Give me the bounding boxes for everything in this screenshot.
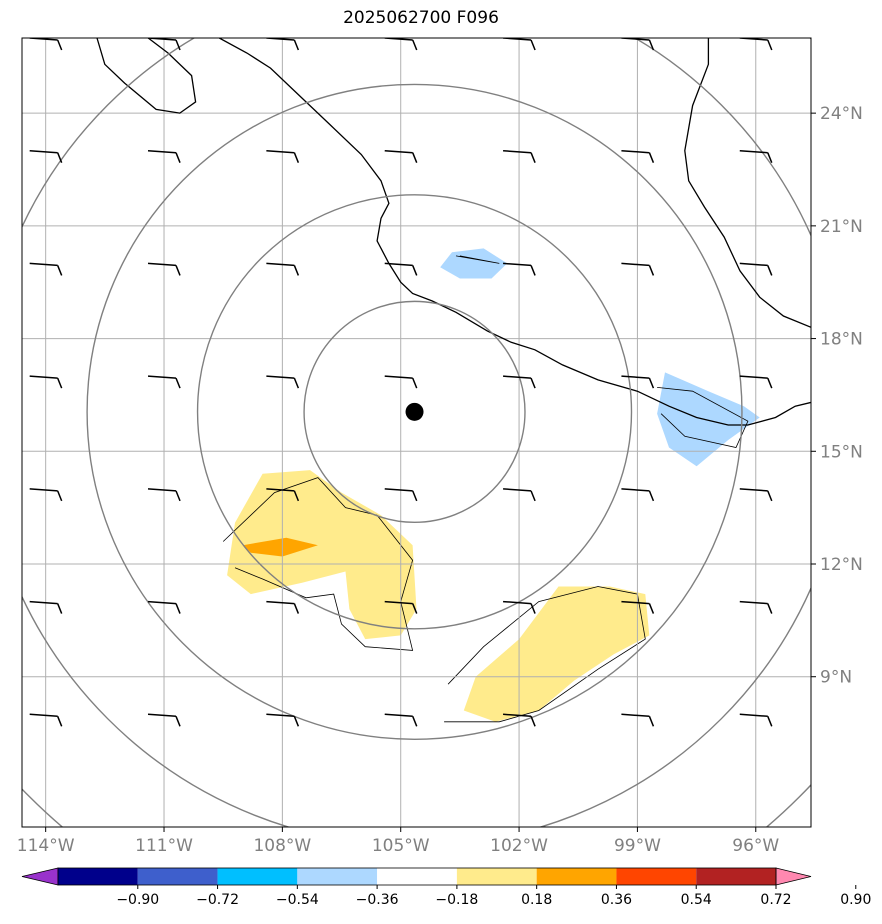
wind-barb-0 bbox=[29, 713, 63, 727]
wind-barb-29 bbox=[147, 262, 181, 276]
wind-barb-27 bbox=[739, 375, 773, 389]
wind-barb-37 bbox=[266, 149, 300, 163]
lon-tick-label-2: 108°W bbox=[253, 836, 311, 856]
colorbar-box-0 bbox=[58, 868, 138, 885]
wind-barb-1 bbox=[147, 713, 181, 727]
colorbar-label-3: −0.36 bbox=[356, 892, 399, 908]
wind-barb-19 bbox=[621, 488, 655, 502]
wind-barb-15 bbox=[147, 488, 181, 502]
colorbar-label-1: −0.72 bbox=[196, 892, 239, 908]
wind-barb-10 bbox=[384, 600, 418, 614]
colorbar-label-5: 0.18 bbox=[521, 892, 552, 908]
wind-barb-7 bbox=[29, 600, 63, 614]
wind-barb-12 bbox=[621, 600, 655, 614]
lon-tick-label-4: 102°W bbox=[490, 836, 548, 856]
colorbar-extend-high bbox=[775, 867, 812, 886]
colorbar-box-4 bbox=[377, 868, 457, 885]
wind-barb-31 bbox=[384, 262, 418, 276]
chart-title: 2025062700 F096 bbox=[343, 8, 499, 28]
colorbar-box-3 bbox=[297, 868, 378, 885]
wind-barb-13 bbox=[739, 600, 773, 614]
range-ring-0 bbox=[303, 300, 526, 523]
shaded-region-2 bbox=[227, 470, 417, 640]
colorbar-label-8: 0.72 bbox=[760, 892, 791, 908]
wind-barb-16 bbox=[266, 488, 300, 502]
wind-barb-25 bbox=[503, 375, 536, 389]
wind-barb-2 bbox=[266, 713, 300, 727]
coastline-baja bbox=[96, 38, 197, 114]
coastline-pacific bbox=[218, 38, 811, 426]
colorbar-box-6 bbox=[536, 868, 617, 885]
contour-line-2 bbox=[455, 255, 500, 264]
wind-barb-39 bbox=[503, 149, 536, 163]
wind-barb-26 bbox=[621, 375, 655, 389]
wind-barb-23 bbox=[266, 375, 300, 389]
wind-barb-6 bbox=[739, 713, 773, 727]
wind-barb-8 bbox=[147, 600, 181, 614]
shaded-region-4 bbox=[242, 537, 318, 557]
wind-barb-41 bbox=[739, 149, 773, 163]
map-frame bbox=[21, 37, 812, 828]
shaded-region-1 bbox=[657, 372, 760, 467]
wind-barb-3 bbox=[384, 713, 418, 727]
wind-barb-28 bbox=[29, 262, 63, 276]
colorbar-label-2: −0.54 bbox=[276, 892, 319, 908]
wind-barb-38 bbox=[384, 149, 418, 163]
shaded-region-0 bbox=[440, 248, 508, 279]
wind-barb-24 bbox=[384, 375, 418, 389]
wind-barb-21 bbox=[29, 375, 63, 389]
wind-barb-18 bbox=[503, 488, 536, 502]
colorbar-box-8 bbox=[696, 868, 776, 885]
range-ring-1 bbox=[196, 194, 633, 630]
colorbar-box-5 bbox=[456, 868, 537, 885]
shaded-region-3 bbox=[463, 586, 650, 722]
lat-tick-label-5: 24°N bbox=[820, 104, 863, 124]
wind-barb-17 bbox=[384, 488, 418, 502]
colorbar-frame bbox=[57, 867, 777, 886]
storm-center-marker bbox=[405, 402, 424, 421]
wind-barb-33 bbox=[621, 262, 655, 276]
contour-line-3 bbox=[657, 387, 749, 448]
colorbar-label-6: 0.36 bbox=[601, 892, 632, 908]
wind-barb-4 bbox=[503, 713, 536, 727]
wind-barb-36 bbox=[147, 149, 181, 163]
lon-tick-label-1: 111°W bbox=[135, 836, 193, 856]
wind-barb-30 bbox=[266, 262, 300, 276]
lat-tick-label-1: 12°N bbox=[820, 555, 863, 575]
lat-tick-label-2: 15°N bbox=[820, 442, 863, 462]
colorbar-box-2 bbox=[217, 868, 298, 885]
colorbar-box-1 bbox=[137, 868, 218, 885]
lon-tick-label-5: 99°W bbox=[614, 836, 661, 856]
wind-barb-35 bbox=[29, 149, 63, 163]
wind-barb-22 bbox=[147, 375, 181, 389]
wind-barb-34 bbox=[739, 262, 773, 276]
axes: 114°W 111°W 108°W 105°W 102°W 99°W 96°W 9°N 12°N… bbox=[17, 104, 863, 856]
colorbar-label-0: −0.90 bbox=[116, 892, 159, 908]
lon-tick-label-0: 114°W bbox=[17, 836, 75, 856]
wind-barb-32 bbox=[503, 262, 536, 276]
wind-barb-40 bbox=[621, 149, 655, 163]
wind-barb-5 bbox=[621, 713, 655, 727]
contour-line-0 bbox=[222, 477, 414, 651]
wind-barb-20 bbox=[739, 488, 773, 502]
colorbar-box-7 bbox=[616, 868, 697, 885]
lat-tick-label-4: 21°N bbox=[820, 217, 863, 237]
coastline-gulf bbox=[684, 38, 811, 328]
wind-barb-11 bbox=[503, 600, 536, 614]
colorbar-label-7: 0.54 bbox=[681, 892, 712, 908]
lon-tick-label-3: 105°W bbox=[372, 836, 430, 856]
colorbar-label-4: −0.18 bbox=[435, 892, 478, 908]
range-ring-2 bbox=[86, 83, 743, 740]
wind-barb-14 bbox=[29, 488, 63, 502]
colorbar-label-9: 0.90 bbox=[840, 892, 871, 908]
lon-tick-label-6: 96°W bbox=[732, 836, 779, 856]
colorbar-extend-low bbox=[21, 867, 59, 886]
lat-tick-label-0: 9°N bbox=[820, 668, 852, 688]
wind-barb-9 bbox=[266, 600, 300, 614]
colorbar: −0.90 −0.72 −0.54 −0.36 −0.18 0.18 0.36 0.54 0.7… bbox=[21, 867, 871, 908]
lat-tick-label-3: 18°N bbox=[820, 330, 863, 350]
